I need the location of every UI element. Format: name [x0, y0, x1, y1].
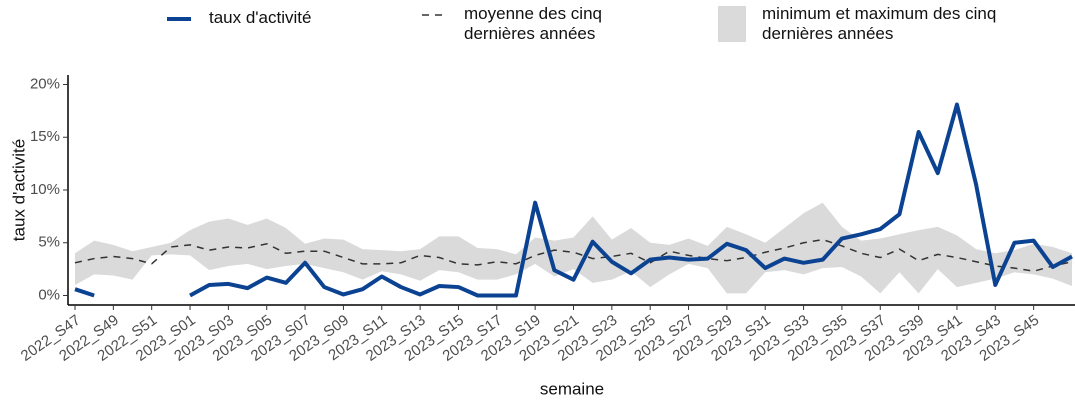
x-axis-title: semaine	[540, 379, 604, 398]
legend-label: minimum et maximum des cinq dernières an…	[762, 4, 997, 43]
mean-line	[74, 238, 1073, 272]
legend-key	[167, 17, 191, 21]
y-tick-label: 5%	[38, 234, 60, 251]
legend-item: moyenne des cinq dernières années	[420, 4, 664, 44]
legend-swatch	[718, 6, 746, 42]
legend-item: minimum et maximum des cinq dernières an…	[718, 4, 1052, 44]
legend-key	[718, 6, 746, 42]
y-tick-label: 10%	[30, 181, 60, 198]
legend-item: taux d'activité	[165, 8, 369, 48]
y-tick-label: 15%	[30, 128, 60, 145]
min-max-band	[75, 202, 1072, 294]
legend-label: taux d'activité	[209, 8, 312, 27]
data-line	[74, 102, 1073, 298]
y-axis-title: taux d'activité	[9, 139, 28, 241]
legend-key	[422, 14, 446, 16]
y-tick-label: 20%	[30, 75, 60, 92]
y-tick-label: 0%	[38, 286, 60, 303]
legend-label: moyenne des cinq dernières années	[464, 4, 602, 43]
